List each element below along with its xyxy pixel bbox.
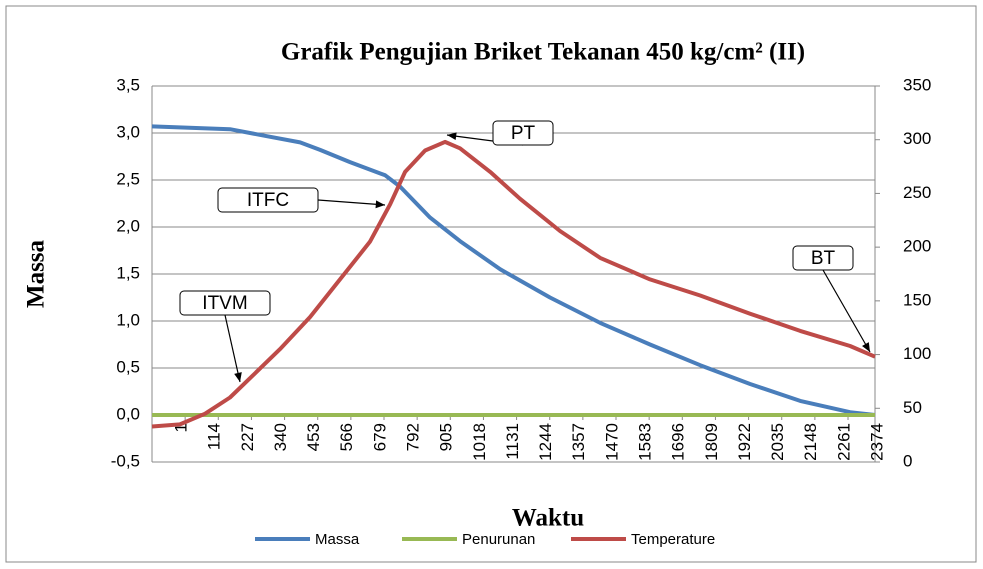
x-tick-label: 453 [304, 423, 323, 451]
x-tick-label: 227 [238, 423, 257, 451]
annotation-box [179, 290, 271, 316]
x-tick-label: 905 [437, 423, 456, 451]
x-tick-label: 2035 [768, 423, 787, 461]
legend-label: Massa [315, 531, 360, 548]
x-tick-label: 1 [171, 423, 190, 432]
chart-title: Grafik Pengujian Briket Tekanan 450 kg/c… [281, 39, 805, 66]
x-tick-label: 114 [205, 423, 224, 450]
y2-tick-label: 150 [903, 290, 931, 309]
y2-tick-label: 100 [903, 344, 931, 363]
annotation-text: PT [511, 123, 536, 144]
y-tick-label: 3,0 [116, 122, 140, 141]
annotation-arrowhead [862, 342, 870, 352]
y2-tick-label: 0 [903, 451, 912, 470]
annotation-arrowhead [234, 372, 242, 382]
annotation-arrowhead [447, 132, 457, 141]
legend-label: Penurunan [462, 531, 535, 548]
x-tick-label: 792 [403, 423, 422, 451]
x-tick-label: 1131 [503, 423, 522, 460]
annotation-box [217, 187, 319, 213]
chart-frame [5, 5, 977, 563]
y2-tick-label: 350 [903, 75, 931, 94]
x-tick-label: 1583 [635, 423, 654, 461]
series-line [151, 124, 876, 417]
x-tick-label: 679 [370, 423, 389, 451]
x-tick-label: 1470 [602, 423, 621, 461]
y2-tick-label: 50 [903, 398, 922, 417]
annotation-box [792, 245, 854, 271]
annotation-arrowhead [375, 200, 385, 209]
series-line [151, 139, 876, 429]
y2-tick-label: 300 [903, 129, 931, 148]
y-tick-label: -0,5 [111, 451, 140, 470]
x-tick-label: 1357 [569, 423, 588, 461]
y-tick-label: 2,5 [116, 169, 140, 188]
annotation-box [492, 120, 554, 146]
y-tick-label: 3,5 [116, 75, 140, 94]
x-tick-label: 1244 [536, 423, 555, 461]
y-tick-label: 2,0 [116, 216, 140, 235]
x-tick-label: 1696 [669, 423, 688, 461]
y-tick-label: 1,5 [116, 263, 140, 282]
x-tick-label: 340 [271, 423, 290, 451]
y-tick-label: 1,0 [116, 310, 140, 329]
x-tick-label: 2374 [868, 423, 887, 461]
y2-tick-label: 250 [903, 183, 931, 202]
x-tick-label: 1809 [702, 423, 721, 461]
x-tick-label: 2261 [834, 423, 853, 461]
x-tick-label: 2148 [801, 423, 820, 461]
x-tick-label: 1018 [470, 423, 489, 461]
annotation-arrow [224, 314, 241, 383]
x-tick-label: 1922 [735, 423, 754, 461]
y-axis-label: Massa [23, 239, 50, 308]
y-tick-label: 0,0 [116, 404, 140, 423]
x-tick-label: 566 [337, 423, 356, 451]
annotation-text: ITVM [202, 293, 247, 314]
y2-tick-label: 200 [903, 237, 931, 256]
annotation-text: ITFC [247, 190, 289, 211]
annotation-text: BT [811, 248, 836, 269]
x-axis-label: Waktu [512, 505, 584, 532]
y-tick-label: 0,5 [116, 357, 140, 376]
legend-label: Temperature [631, 531, 715, 548]
annotation-arrow [822, 269, 871, 353]
annotation-arrow [317, 199, 386, 206]
